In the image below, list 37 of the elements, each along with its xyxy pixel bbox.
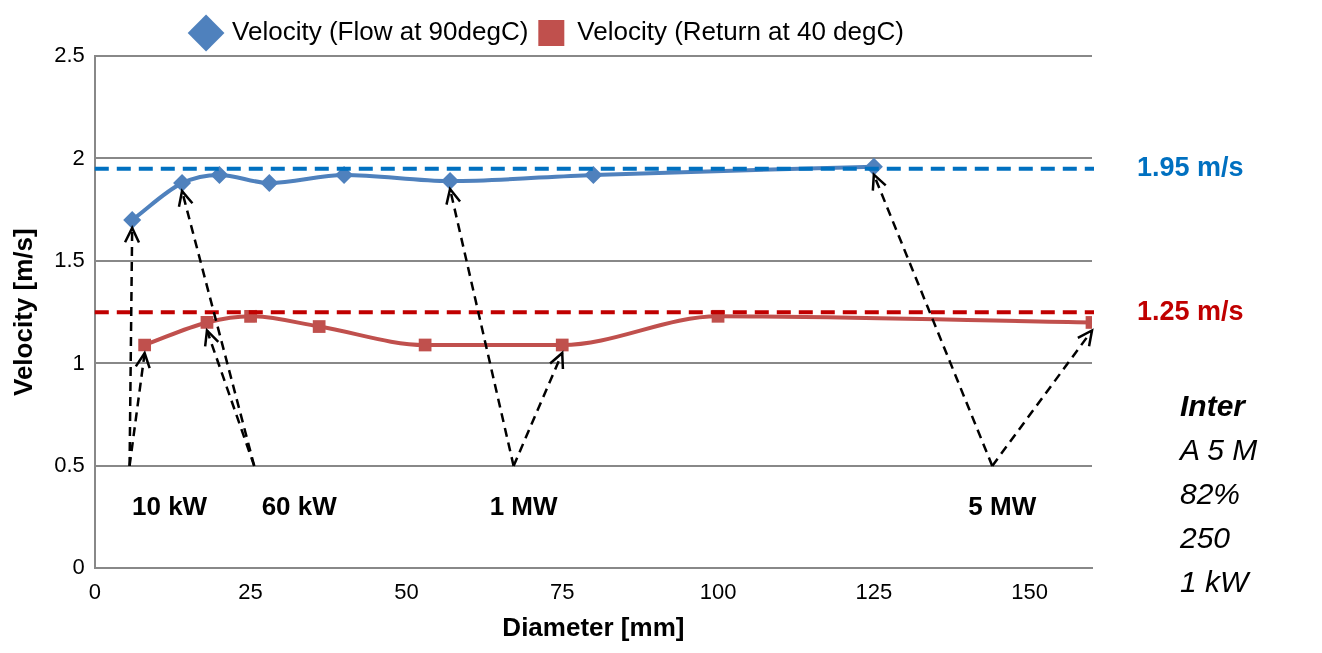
ref-line-label: 1.95 m/s	[1137, 152, 1244, 183]
text: 82%	[1180, 475, 1242, 512]
point	[200, 316, 214, 329]
annotation: 60 kW	[261, 491, 338, 522]
point	[210, 165, 229, 184]
text: 250	[1180, 519, 1232, 556]
x-tick-label: 125	[855, 578, 893, 604]
annotation: 1 MW	[489, 491, 558, 522]
ref-line-label: 1.25 m/s	[1137, 295, 1244, 326]
x-tick-label: 25	[238, 578, 263, 604]
legend-label: Velocity (Return at 40 degC)	[577, 16, 904, 47]
annotation: 10 kW	[132, 491, 208, 522]
y-tick-label: 2	[72, 144, 85, 170]
x-axis-title: Diameter [mm]	[502, 611, 685, 642]
point	[312, 320, 326, 333]
y-tick-label: 1.5	[54, 247, 85, 273]
y-axis-title: Velocity [m/s]	[7, 228, 38, 397]
y-tick-label: 0	[72, 554, 85, 580]
point	[260, 174, 279, 193]
text: A 5 M	[1180, 431, 1258, 468]
point	[555, 338, 569, 352]
point	[173, 174, 192, 193]
x-tick-label: 75	[549, 578, 575, 604]
legend-label: Velocity (Flow at 90degC)	[232, 16, 529, 47]
text: 1 kW	[1180, 563, 1252, 600]
point	[584, 165, 603, 184]
point	[123, 210, 142, 229]
x-tick-label: 100	[699, 578, 737, 604]
text: Inter	[1180, 387, 1248, 424]
y-tick-label: 0.5	[54, 451, 85, 477]
x-tick-label: 150	[1011, 578, 1049, 604]
point	[138, 338, 152, 352]
annotation: 5 MW	[968, 491, 1037, 522]
y-tick-label: 2.5	[54, 42, 85, 68]
y-tick-label: 1	[72, 349, 85, 375]
x-tick-label: 0	[88, 578, 101, 604]
x-tick-label: 50	[394, 578, 419, 604]
